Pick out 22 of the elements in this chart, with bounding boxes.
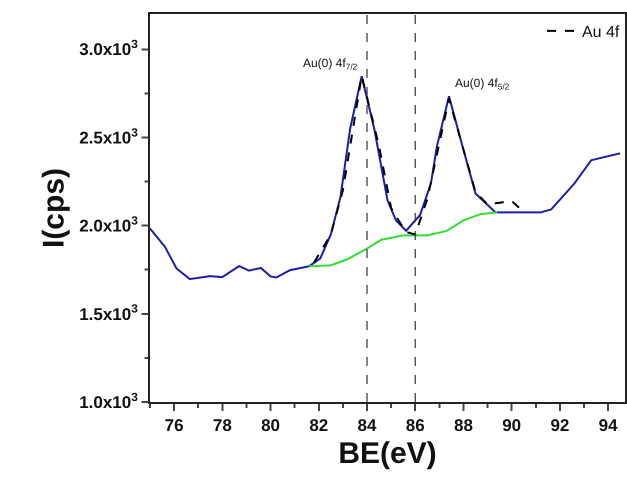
y-tick-label: 2.5x10$^{3}$ <box>79 125 138 148</box>
x-tick-label: 86 <box>406 416 425 436</box>
x-tick-label: 76 <box>164 416 184 436</box>
y-axis-title: I(cps) <box>38 168 71 248</box>
x-tick-label: 90 <box>502 416 522 436</box>
line-series <box>150 75 622 280</box>
x-tick-label: 94 <box>598 416 618 436</box>
x-tick-label: 92 <box>550 416 570 436</box>
line-series <box>308 211 498 268</box>
y-tick-label: 1.5x10$^{3}$ <box>79 302 138 324</box>
annotation: Au(0) 4f$_{7/2}$ <box>303 56 358 72</box>
legend-label: Au 4f <box>582 24 620 42</box>
x-tick-label: 84 <box>358 416 378 436</box>
y-tick-label: 3.0x10$^{3}$ <box>79 37 138 60</box>
x-tick-label: 82 <box>309 416 328 436</box>
y-tick-label: 1.0x10$^{3}$ <box>79 390 138 412</box>
x-tick-label: 80 <box>261 416 280 436</box>
annotation: Au(0) 4f$_{5/2}$ <box>455 76 510 92</box>
x-tick-label: 88 <box>454 416 473 436</box>
y-tick-label: 2.0x10$^{3}$ <box>79 213 138 236</box>
x-tick-label: 78 <box>212 416 232 436</box>
x-axis-title: BE(eV) <box>338 437 437 470</box>
